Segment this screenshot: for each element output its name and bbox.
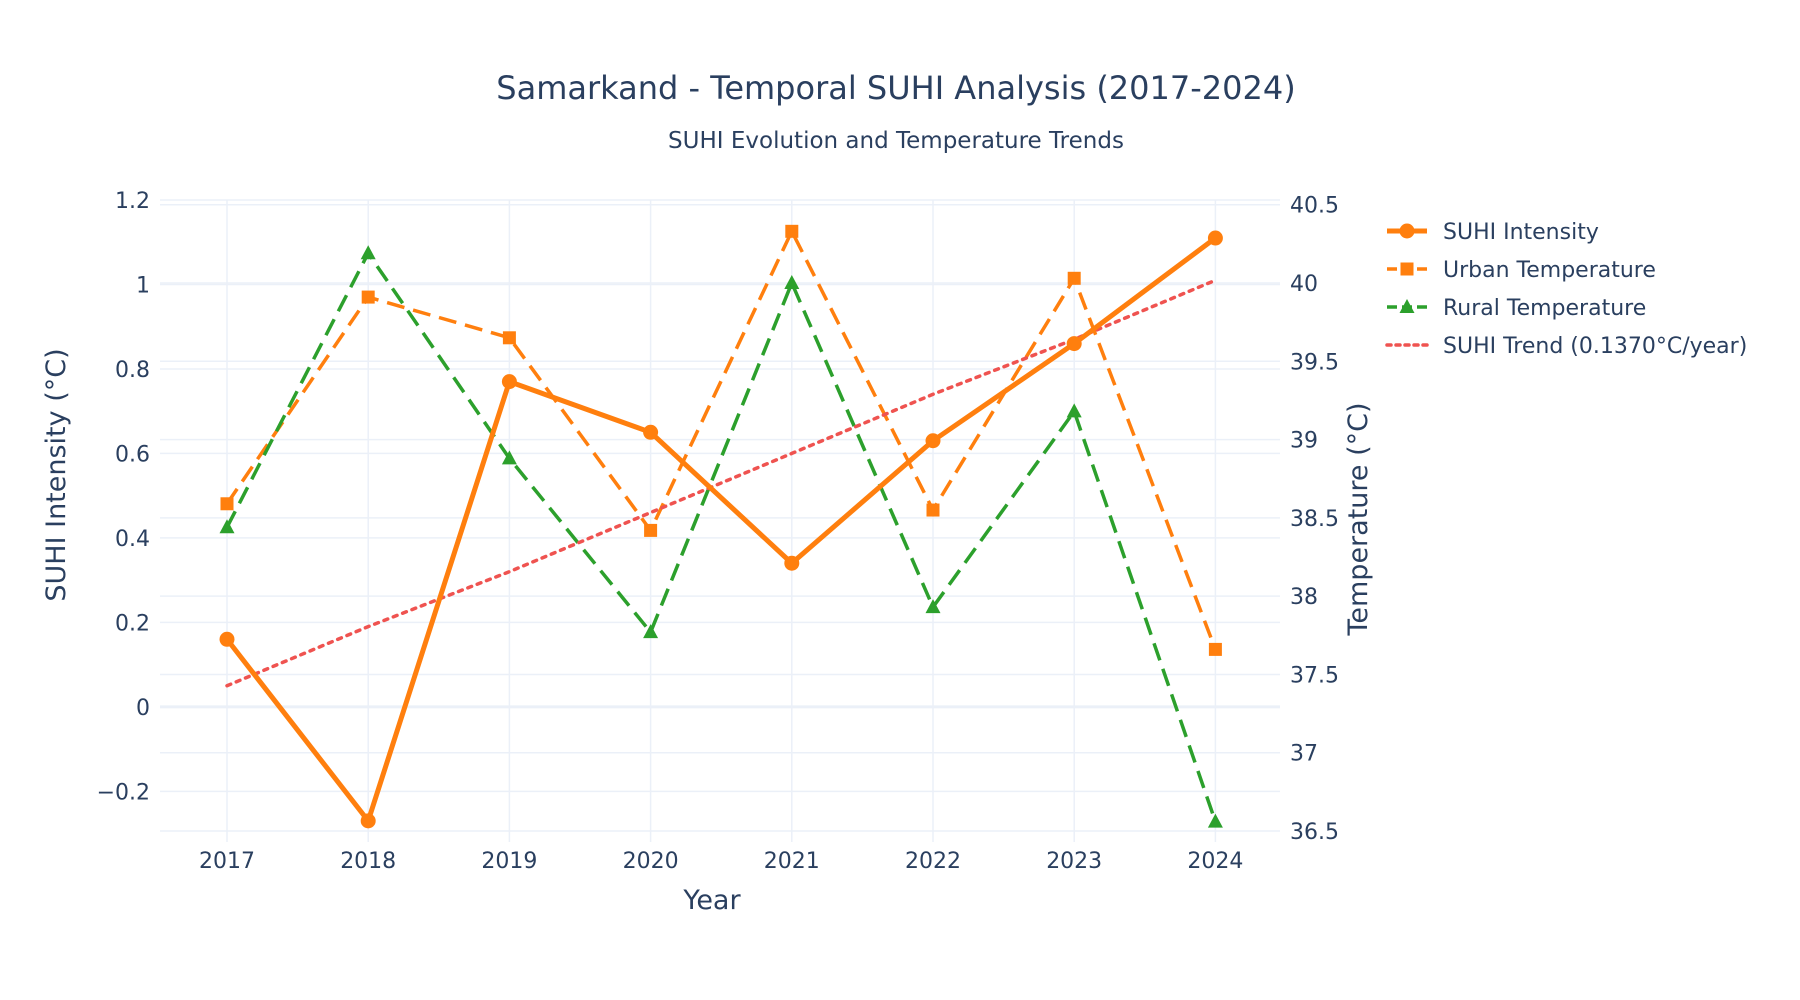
series-suhi-trend-0-1370-c-year [225,278,1218,688]
legend-item: Rural Temperature [1387,296,1646,321]
legend-marker [1399,223,1415,239]
x-axis-title: Year [682,885,741,916]
y-tick-label: 0.4 [115,527,150,552]
x-tick-label: 2024 [1187,849,1243,874]
y2-tick-label: 40.5 [1290,194,1339,219]
y2-tick-label: 39 [1290,429,1318,454]
series-rural-temperature [219,245,1223,828]
data-point [220,497,234,511]
chart-title: Samarkand - Temporal SUHI Analysis (2017… [496,69,1295,107]
x-tick-label: 2018 [340,849,396,874]
legend-label: Rural Temperature [1443,296,1646,321]
data-point [360,813,376,829]
series-layer [219,224,1223,829]
y-tick-label: 0.2 [115,611,150,636]
series-suhi-intensity [219,230,1223,829]
data-point [784,555,800,571]
data-point [1207,230,1223,246]
data-point [925,433,941,449]
y2-tick-label: 36.5 [1290,820,1339,845]
legend-label: Urban Temperature [1443,258,1656,283]
y2-tick-label: 39.5 [1290,350,1339,375]
data-point [1066,403,1082,418]
y-axis-ticks: −0.2 0 0.2 0.4 0.6 0.8 1 1.2 [97,189,150,805]
data-point [1066,336,1082,352]
y2-tick-label: 38 [1290,585,1318,610]
data-point [501,450,517,465]
data-point [926,503,940,517]
x-tick-label: 2022 [905,849,961,874]
series-line [225,251,1218,823]
y2-tick-label: 38.5 [1290,507,1339,532]
legend-item: SUHI Trend (0.1370°C/year) [1385,334,1747,359]
data-point [785,224,799,238]
legend-item: Urban Temperature [1387,258,1656,283]
grid-lines [160,199,1280,842]
y2-axis-title: Temperature (°C) [1343,402,1374,636]
x-tick-label: 2021 [764,849,820,874]
data-point [1207,813,1223,828]
y-tick-label: 0.8 [115,358,150,383]
y-tick-label: 1.2 [115,189,150,214]
data-point [502,331,516,345]
legend-label: SUHI Intensity [1443,220,1599,245]
legend-item: SUHI Intensity [1387,220,1599,245]
y-tick-label: 1 [136,273,150,298]
y2-tick-label: 37 [1290,742,1318,767]
y2-tick-label: 40 [1290,272,1318,297]
y-tick-label: 0.6 [115,442,150,467]
y-tick-label: −0.2 [97,780,150,805]
legend-label: SUHI Trend (0.1370°C/year) [1443,334,1747,359]
x-tick-label: 2023 [1046,849,1102,874]
x-tick-label: 2020 [623,849,679,874]
x-tick-label: 2019 [481,849,537,874]
y-axis-title: SUHI Intensity (°C) [41,348,72,601]
y-tick-label: 0 [136,696,150,721]
x-axis-ticks: 2017 2018 2019 2020 2021 2022 2023 2024 [199,849,1243,874]
series-line [225,278,1218,688]
series-line [225,229,1218,651]
data-point [644,523,658,537]
legend: SUHI Intensity Urban Temperature Rural Tem… [1385,220,1747,359]
data-point [219,519,235,534]
data-point [925,599,941,614]
y2-tick-label: 37.5 [1290,663,1339,688]
data-point [360,245,376,260]
data-point [784,274,800,289]
data-point [501,374,517,390]
legend-marker [1400,262,1414,276]
y2-axis-ticks: 36.5 37 37.5 38 38.5 39 39.5 40 40.5 [1290,194,1339,845]
data-point [643,424,659,440]
x-tick-label: 2017 [199,849,255,874]
data-point [1208,642,1222,656]
series-line [225,236,1217,824]
data-point [1067,271,1081,285]
legend-marker [1399,299,1415,313]
data-point [219,631,235,647]
data-point [643,624,659,639]
series-urban-temperature [220,224,1222,656]
chart-subtitle: SUHI Evolution and Temperature Trends [668,128,1124,154]
data-point [361,290,375,304]
